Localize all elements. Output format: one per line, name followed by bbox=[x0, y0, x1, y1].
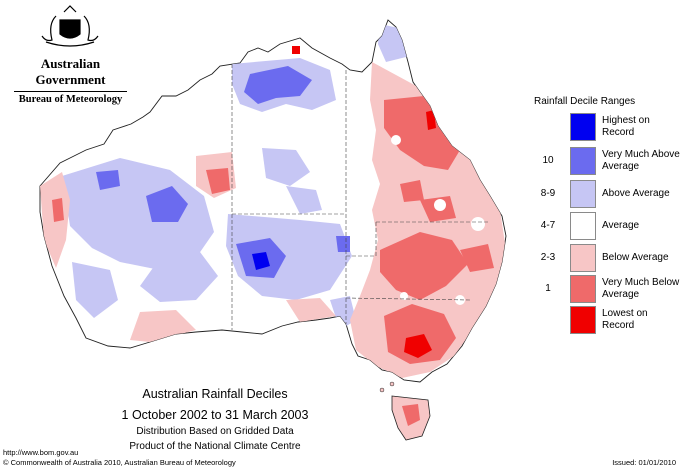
legend-label: Very Much Above Average bbox=[602, 149, 680, 172]
legend-item: 8-9 Above Average bbox=[534, 180, 680, 208]
government-logo: Australian Government Bureau of Meteorol… bbox=[8, 10, 133, 105]
legend-heading: Rainfall Decile Ranges bbox=[534, 96, 636, 107]
map-period: 1 October 2002 to 31 March 2003 bbox=[121, 408, 309, 422]
map-note-1: Distribution Based on Gridded Data bbox=[136, 426, 294, 437]
legend-item: Highest on Record bbox=[534, 113, 680, 141]
legend-range: 2-3 bbox=[540, 252, 556, 263]
legend-swatch bbox=[570, 212, 596, 240]
legend-label: Lowest on Record bbox=[602, 308, 648, 331]
logo-divider bbox=[14, 91, 127, 92]
legend-swatch bbox=[570, 306, 596, 334]
coat-of-arms-icon bbox=[41, 5, 99, 47]
legend-item: Lowest on Record bbox=[534, 306, 680, 334]
legend-item: 2-3 Below Average bbox=[534, 244, 680, 272]
legend-item: 10 Very Much Above Average bbox=[534, 147, 680, 175]
legend-swatch bbox=[570, 180, 596, 208]
government-title: Australian Government bbox=[35, 56, 106, 87]
legend-label: Highest on Record bbox=[602, 115, 650, 138]
legend-swatch bbox=[570, 244, 596, 272]
map-caption: Australian Rainfall Deciles 1 October 20… bbox=[95, 386, 335, 453]
legend-range: 10 bbox=[542, 155, 554, 166]
footer-url: http://www.bom.gov.au bbox=[3, 448, 79, 457]
legend-label: Above Average bbox=[602, 188, 670, 199]
state-borders bbox=[231, 64, 490, 330]
legend-swatch bbox=[570, 147, 596, 175]
legend-label: Very Much Below Average bbox=[602, 277, 680, 300]
legend-label: Average bbox=[602, 220, 640, 231]
legend-label: Below Average bbox=[602, 252, 669, 263]
legend-swatch bbox=[570, 275, 596, 303]
map-title: Australian Rainfall Deciles bbox=[142, 387, 288, 401]
tasmania bbox=[391, 395, 431, 441]
legend-range: 4-7 bbox=[540, 220, 556, 231]
footer-copyright: © Commonwealth of Australia 2010, Austra… bbox=[3, 458, 236, 467]
decile-shading bbox=[40, 24, 506, 378]
footer-issued: Issued: 01/01/2010 bbox=[612, 458, 676, 467]
legend-swatch bbox=[570, 113, 596, 141]
legend-range: 1 bbox=[545, 283, 551, 294]
map-note-2: Product of the National Climate Centre bbox=[129, 441, 301, 452]
bureau-title: Bureau of Meteorology bbox=[18, 94, 123, 105]
legend-item: 4-7 Average bbox=[534, 212, 680, 240]
legend-range: 8-9 bbox=[540, 188, 556, 199]
legend-item: 1 Very Much Below Average bbox=[534, 275, 680, 303]
